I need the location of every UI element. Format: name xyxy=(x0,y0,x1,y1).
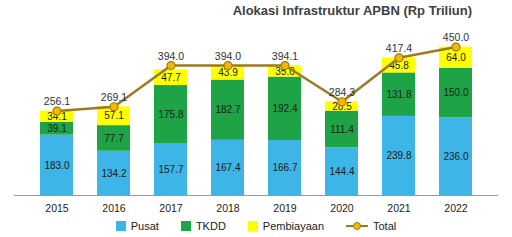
svg-text:150.0: 150.0 xyxy=(443,87,468,98)
svg-text:175.8: 175.8 xyxy=(158,109,183,120)
svg-text:43.9: 43.9 xyxy=(218,67,238,78)
svg-text:57.1: 57.1 xyxy=(104,110,124,121)
svg-text:144.4: 144.4 xyxy=(329,166,354,177)
svg-text:166.7: 166.7 xyxy=(272,162,297,173)
svg-text:2018: 2018 xyxy=(216,202,240,214)
svg-text:134.2: 134.2 xyxy=(101,168,126,179)
svg-text:35.0: 35.0 xyxy=(275,65,295,77)
svg-text:394.1: 394.1 xyxy=(272,50,298,62)
html-text:TKDD: TKDD xyxy=(195,220,226,232)
svg-text:2022: 2022 xyxy=(444,202,468,214)
svg-text:256.1: 256.1 xyxy=(44,95,70,107)
svg-text:183.0: 183.0 xyxy=(44,160,69,171)
svg-text:34.1: 34.1 xyxy=(47,110,67,122)
svg-text:394.0: 394.0 xyxy=(158,50,184,62)
svg-text:47.7: 47.7 xyxy=(161,72,181,83)
svg-text:167.4: 167.4 xyxy=(215,162,240,173)
svg-text:2019: 2019 xyxy=(273,202,297,214)
svg-text:111.4: 111.4 xyxy=(330,124,354,135)
svg-text:192.4: 192.4 xyxy=(272,103,297,114)
svg-text:77.7: 77.7 xyxy=(104,133,124,144)
svg-text:157.7: 157.7 xyxy=(158,164,183,175)
svg-text:2015: 2015 xyxy=(45,202,69,214)
svg-text:284.3: 284.3 xyxy=(329,86,355,98)
svg-text:2016: 2016 xyxy=(102,202,126,214)
svg-text:2017: 2017 xyxy=(159,202,183,214)
svg-text:131.8: 131.8 xyxy=(386,89,411,100)
html-text:Pembiayaan: Pembiayaan xyxy=(262,220,324,232)
svg-text:182.7: 182.7 xyxy=(215,104,240,115)
svg-text:394.0: 394.0 xyxy=(215,50,241,62)
svg-text:2020: 2020 xyxy=(330,202,354,214)
svg-text:39.1: 39.1 xyxy=(47,123,67,134)
svg-text:269.1: 269.1 xyxy=(101,91,127,103)
html-text:Pusat: Pusat xyxy=(130,220,159,232)
html-text:Alokasi Infrastruktur APBN (Rp: Alokasi Infrastruktur APBN (Rp Triliun) xyxy=(232,3,472,18)
svg-text:2021: 2021 xyxy=(387,202,411,214)
svg-text:450.0: 450.0 xyxy=(443,31,469,43)
svg-text:239.8: 239.8 xyxy=(386,150,411,161)
svg-text:417.4: 417.4 xyxy=(386,42,412,54)
svg-text:45.8: 45.8 xyxy=(389,59,409,71)
svg-text:28.5: 28.5 xyxy=(332,100,352,112)
svg-text:64.0: 64.0 xyxy=(446,52,466,63)
svg-text:236.0: 236.0 xyxy=(443,151,468,162)
html-text:Total: Total xyxy=(373,220,397,232)
